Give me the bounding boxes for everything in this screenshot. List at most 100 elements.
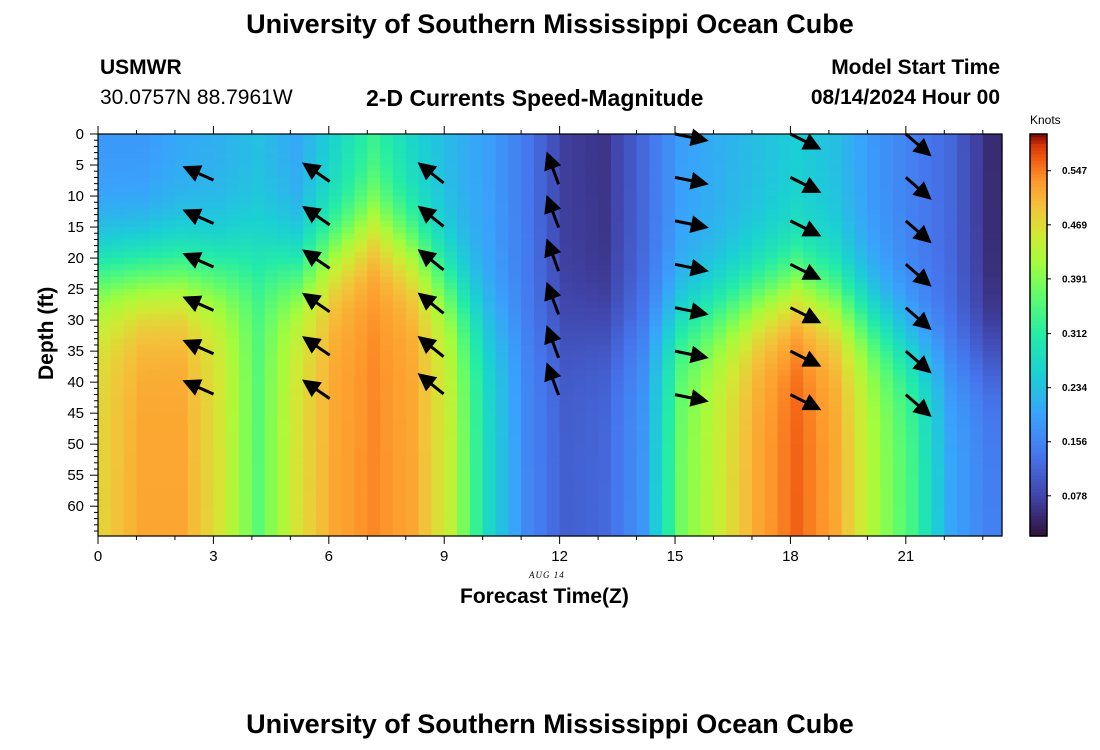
heatmap-cell: [290, 437, 304, 445]
heatmap-cell: [777, 369, 792, 377]
heatmap-cell: [251, 487, 266, 495]
heatmap-cell: [405, 196, 420, 203]
heatmap-cell: [623, 158, 638, 166]
heatmap-cell: [572, 326, 586, 334]
heatmap-cell: [790, 400, 804, 408]
heatmap-cell: [636, 189, 650, 197]
heatmap-cell: [675, 196, 689, 203]
heatmap-cell: [751, 487, 766, 495]
heatmap-cell: [585, 158, 599, 166]
heatmap-cell: [444, 462, 458, 470]
heatmap-cell: [969, 363, 984, 371]
heatmap-cell: [905, 413, 920, 420]
heatmap-cell: [521, 202, 535, 210]
heatmap-cell: [867, 363, 881, 371]
heatmap-cell: [521, 245, 535, 253]
heatmap-cell: [572, 493, 586, 501]
heatmap-cell: [354, 413, 368, 420]
heatmap-cell: [764, 444, 779, 451]
heatmap-cell: [854, 531, 868, 537]
heatmap-cell: [405, 313, 420, 321]
heatmap-cell: [726, 251, 740, 259]
heatmap-cell: [636, 270, 650, 278]
heatmap-cell: [457, 158, 471, 166]
heatmap-cell: [264, 220, 279, 228]
heatmap-cell: [931, 202, 945, 210]
heatmap-cell: [957, 332, 971, 340]
heatmap-cell: [995, 196, 1003, 203]
heatmap-cell: [174, 276, 189, 284]
heatmap-cell: [392, 320, 407, 327]
heatmap-cell: [341, 419, 356, 427]
heatmap-cell: [110, 500, 125, 507]
heatmap-cell: [469, 531, 484, 537]
heatmap-cell: [777, 506, 792, 514]
heatmap-cell: [469, 487, 484, 495]
heatmap-cell: [110, 320, 125, 327]
heatmap-cell: [675, 524, 689, 532]
heatmap-cell: [303, 512, 317, 520]
heatmap-cell: [957, 202, 971, 210]
heatmap-cell: [392, 419, 407, 427]
colorbar-swatch: [1030, 184, 1047, 189]
heatmap-cell: [854, 214, 868, 222]
heatmap-cell: [726, 289, 740, 296]
heatmap-cell: [623, 357, 638, 365]
heatmap-cell: [354, 388, 368, 396]
heatmap-cell: [482, 146, 497, 154]
heatmap-cell: [277, 258, 291, 265]
heatmap-cell: [777, 276, 792, 284]
heatmap-cell: [726, 375, 740, 383]
heatmap-cell: [816, 444, 830, 451]
heatmap-cell: [213, 295, 227, 303]
heatmap-cell: [572, 208, 586, 216]
heatmap-cell: [931, 264, 945, 272]
heatmap-cell: [264, 338, 279, 346]
heatmap-cell: [969, 189, 984, 197]
heatmap-cell: [931, 307, 945, 315]
heatmap-cell: [264, 289, 279, 296]
current-vector: [301, 336, 331, 357]
heatmap-cell: [610, 214, 625, 222]
heatmap-cell: [713, 177, 727, 185]
heatmap-cell: [174, 400, 189, 408]
heatmap-cell: [739, 369, 753, 377]
heatmap-cell: [675, 301, 689, 309]
heatmap-cell: [751, 202, 766, 210]
heatmap-cell: [495, 487, 509, 495]
heatmap-cell: [264, 481, 279, 489]
heatmap-cell: [598, 171, 612, 179]
heatmap-cell: [482, 406, 497, 414]
heatmap-cell: [367, 307, 381, 315]
heatmap-cell: [893, 208, 907, 216]
heatmap-cell: [816, 196, 830, 203]
heatmap-cell: [418, 158, 432, 166]
heatmap-cell: [392, 270, 407, 278]
heatmap-cell: [649, 363, 663, 371]
heatmap-cell: [893, 413, 907, 420]
heatmap-cell: [957, 363, 971, 371]
heatmap-cell: [521, 177, 535, 185]
heatmap-cell: [290, 506, 304, 514]
heatmap-cell: [315, 357, 330, 365]
heatmap-cell: [675, 326, 689, 334]
heatmap-cell: [816, 338, 830, 346]
heatmap-cell: [123, 524, 138, 532]
heatmap-cell: [213, 400, 227, 408]
heatmap-cell: [803, 338, 817, 346]
heatmap-cell: [354, 171, 368, 179]
heatmap-cell: [149, 475, 163, 482]
heatmap-cell: [713, 276, 727, 284]
heatmap-cell: [303, 475, 317, 482]
heatmap-cell: [790, 375, 804, 383]
heatmap-cell: [174, 437, 189, 445]
heatmap-cell: [303, 202, 317, 210]
heatmap-cell: [380, 258, 394, 265]
heatmap-cell: [162, 171, 176, 179]
heatmap-cell: [98, 301, 112, 309]
heatmap-cell: [893, 227, 907, 234]
heatmap-cell: [751, 369, 766, 377]
colorbar-swatch: [1030, 257, 1047, 262]
heatmap-cell: [957, 506, 971, 514]
heatmap-cell: [995, 450, 1003, 458]
